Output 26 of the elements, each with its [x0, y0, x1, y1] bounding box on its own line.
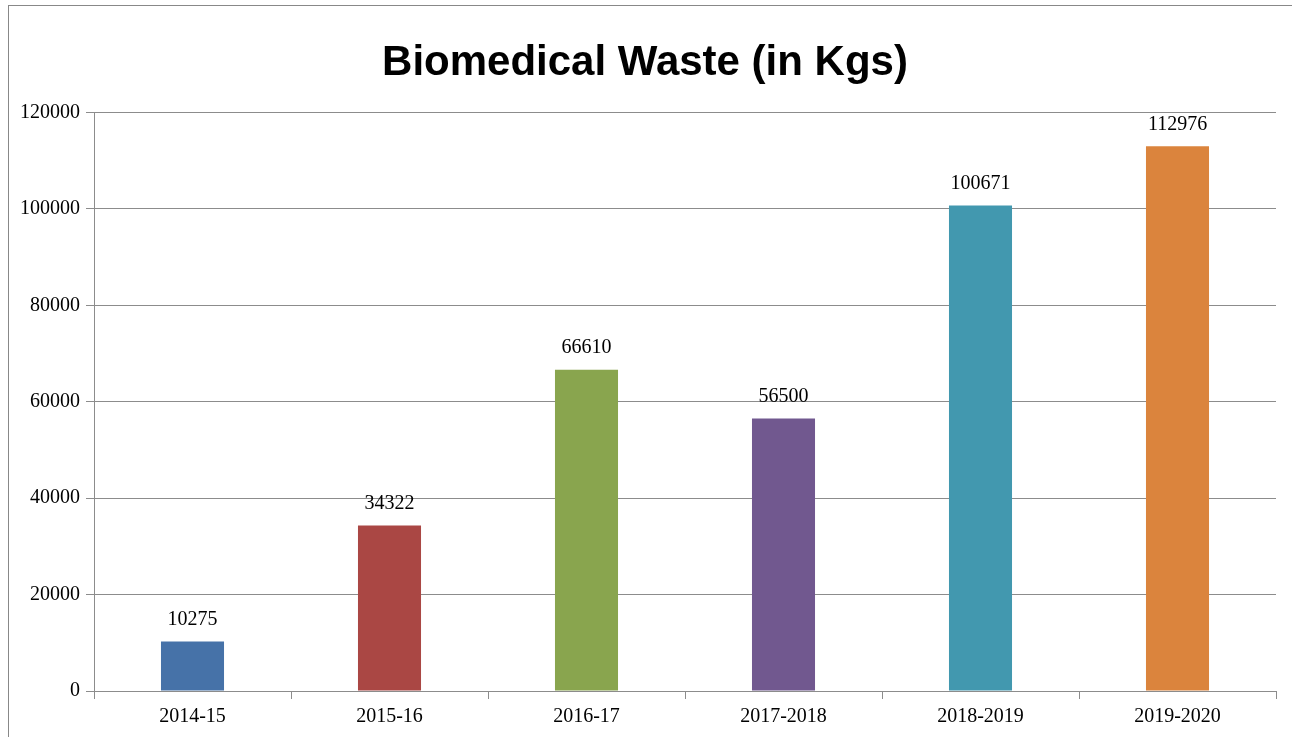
y-tick-label: 80000: [30, 292, 80, 315]
x-tick-label: 2015-16: [356, 704, 423, 727]
y-tick-label: 20000: [30, 581, 80, 604]
data-label: 100671: [950, 170, 1011, 193]
x-tick-label: 2019-2020: [1134, 704, 1221, 727]
bar: [948, 205, 1013, 691]
y-tick-label: 60000: [30, 388, 80, 411]
x-tick-label: 2016-17: [553, 704, 620, 727]
bar: [160, 641, 225, 691]
data-label: 112976: [1147, 111, 1208, 134]
y-tick-label: 40000: [30, 485, 80, 508]
data-label: 10275: [167, 606, 218, 629]
bar: [751, 418, 816, 691]
y-tick-label: 0: [70, 678, 80, 701]
y-tick-label: 120000: [20, 99, 80, 122]
bar: [357, 525, 422, 691]
bar: [1145, 146, 1210, 691]
x-tick-label: 2018-2019: [937, 704, 1024, 727]
data-label: 34322: [364, 490, 415, 513]
x-tick-label: 2017-2018: [740, 704, 827, 727]
data-label: 66610: [561, 335, 612, 358]
x-tick-label: 2014-15: [159, 704, 226, 727]
chart-title: Biomedical Waste (in Kgs): [382, 36, 908, 84]
data-label: 56500: [758, 383, 809, 406]
y-tick-label: 100000: [20, 196, 80, 219]
bar: [554, 369, 619, 691]
